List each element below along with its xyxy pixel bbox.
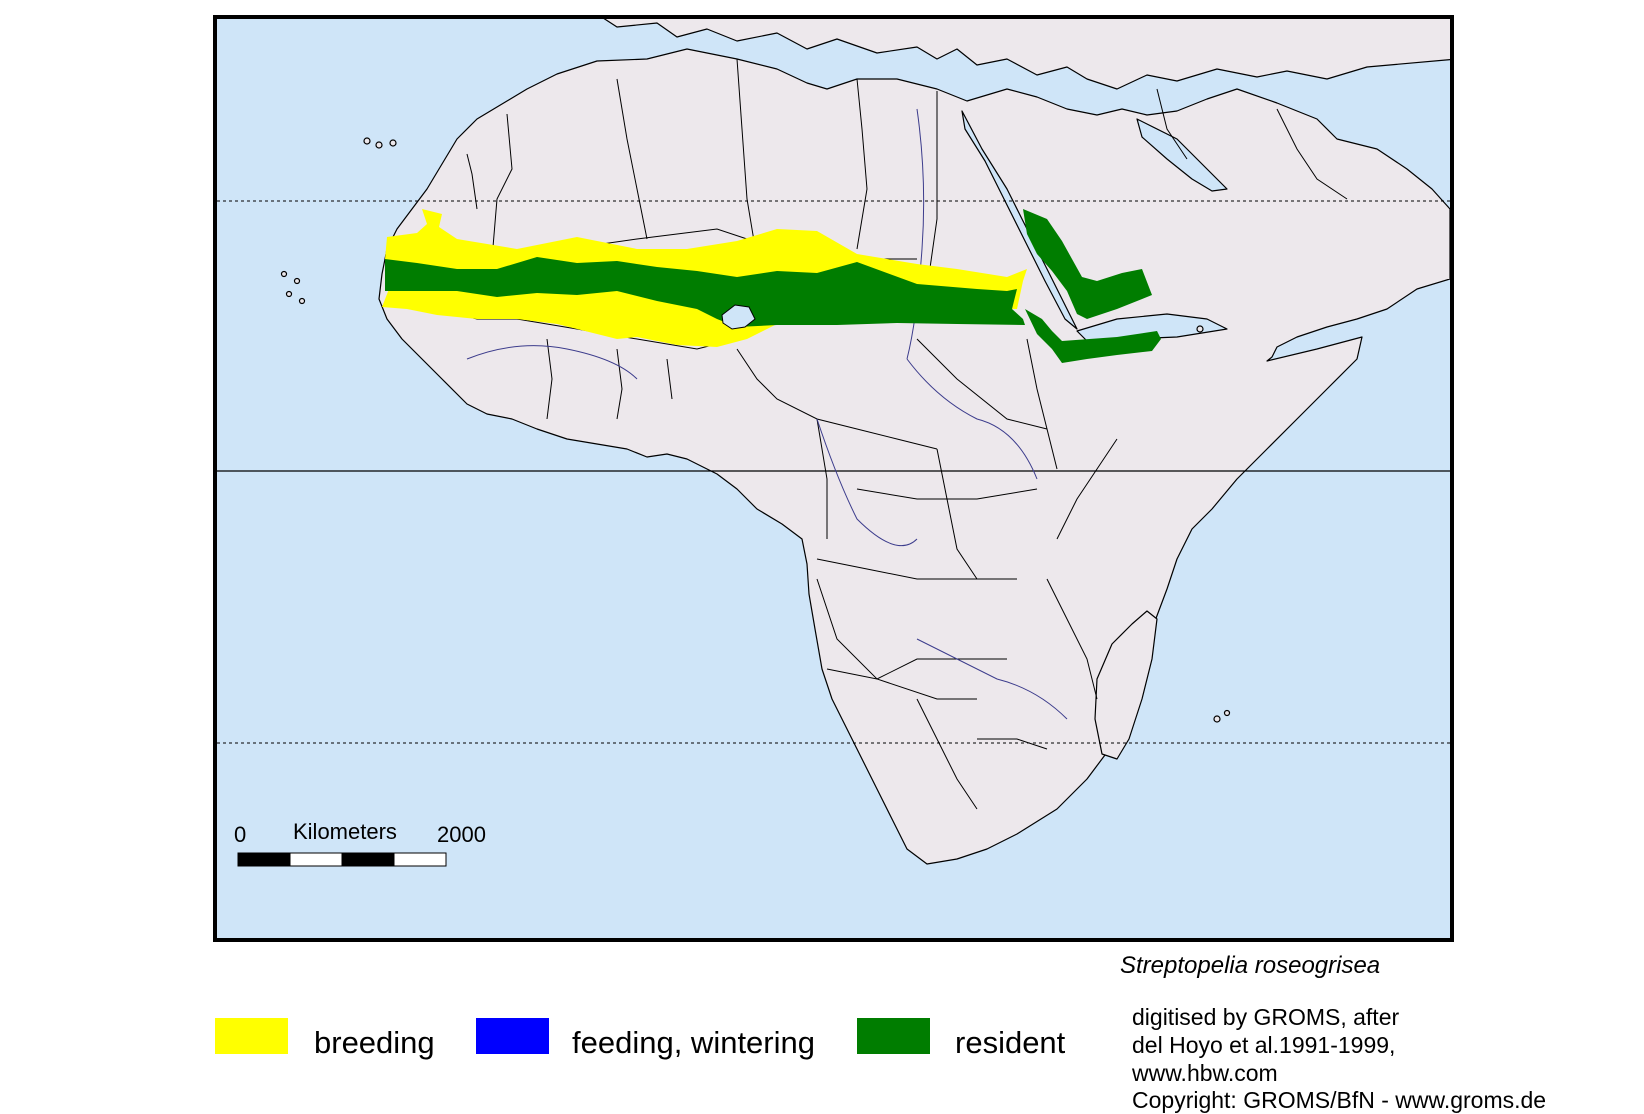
credit-line-2: del Hoyo et al.1991-1999, [1132, 1032, 1396, 1058]
range-resident [385, 257, 1025, 327]
lake-chad [721, 304, 756, 330]
range-map: 0 Kilometers 2000 [213, 15, 1454, 942]
scale-start-label: 0 [234, 822, 247, 847]
persian-gulf [1136, 118, 1228, 192]
red-sea [961, 110, 1078, 330]
legend-label-breeding: breeding [314, 1025, 435, 1060]
land-masses [280, 19, 1450, 865]
credit-line-3: www.hbw.com [1132, 1060, 1278, 1086]
scale-end-label: 2000 [437, 822, 486, 847]
africa-land [378, 48, 1450, 865]
legend-swatch-feeding [476, 1018, 549, 1054]
legend-swatch-breeding [215, 1018, 288, 1054]
scale-bar [237, 852, 447, 867]
legend-label-feeding: feeding, wintering [572, 1025, 815, 1060]
range-resident-aden [1025, 309, 1161, 363]
species-name: Streptopelia roseogrisea [1120, 952, 1381, 979]
map-canvas [217, 19, 1450, 867]
europe-land [603, 19, 1450, 90]
graticule [217, 200, 1450, 744]
legend-swatch-resident [857, 1018, 930, 1054]
atlantic-islands [280, 137, 1231, 723]
madagascar-land [1094, 610, 1158, 760]
credit-line-4: Copyright: GROMS/BfN - www.groms.de [1132, 1087, 1547, 1113]
scale-unit-label: Kilometers [293, 819, 397, 844]
credit-line-1: digitised by GROMS, after [1132, 1004, 1400, 1030]
range-resident-horn [1023, 209, 1152, 319]
rivers [466, 108, 1068, 720]
legend-label-resident: resident [955, 1025, 1066, 1060]
